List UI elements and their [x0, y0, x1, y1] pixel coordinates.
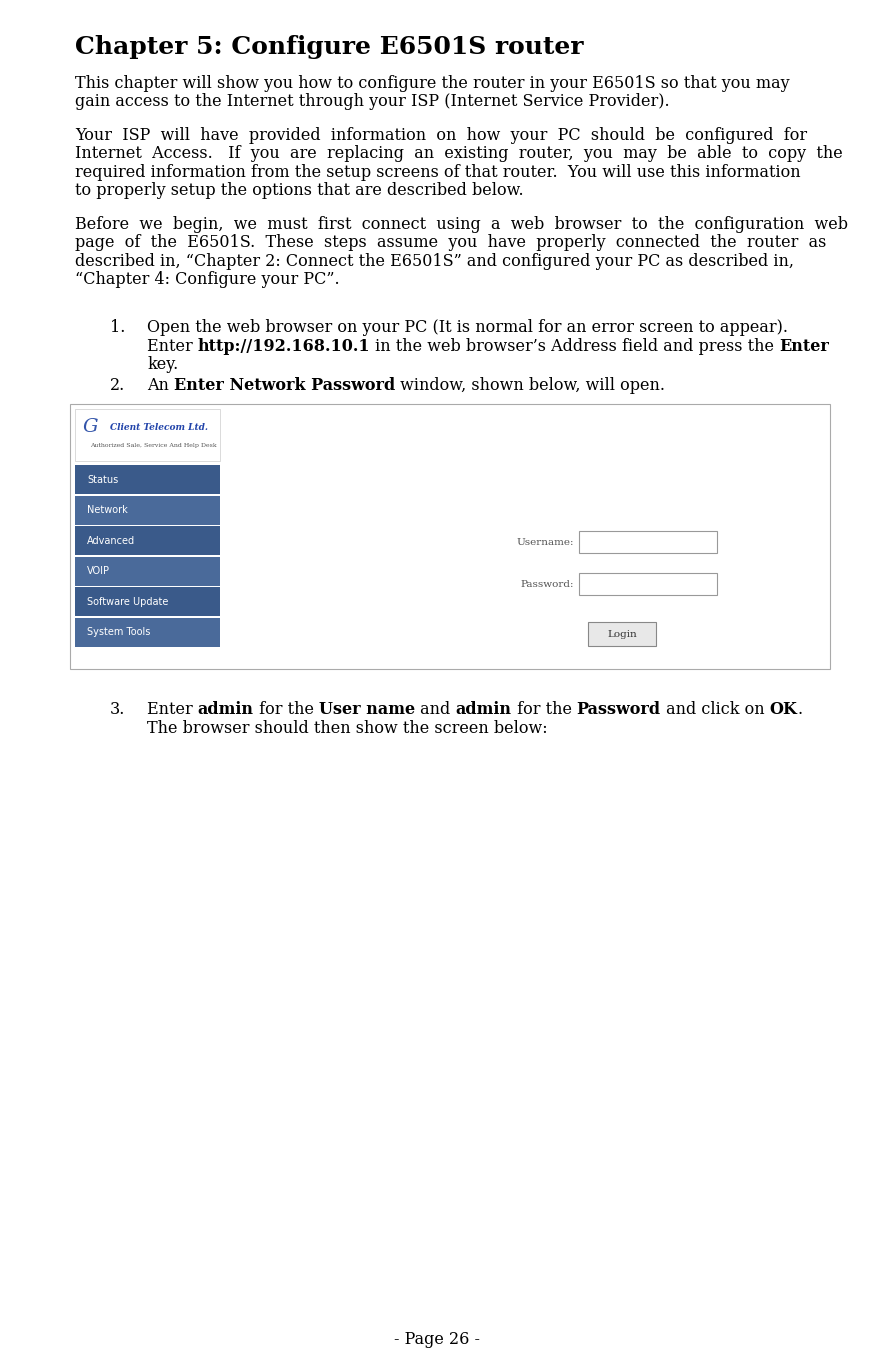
Text: to properly setup the options that are described below.: to properly setup the options that are d… [75, 182, 523, 199]
Text: Password: Password [577, 701, 661, 719]
Text: Advanced: Advanced [87, 536, 135, 546]
Text: “Chapter 4: Configure your PC”.: “Chapter 4: Configure your PC”. [75, 271, 340, 287]
Bar [75, 618, 220, 647]
Text: Login: Login [607, 629, 637, 639]
Bar [75, 557, 220, 586]
Text: 2.: 2. [110, 377, 125, 393]
Text: 3.: 3. [110, 701, 125, 719]
Bar [75, 465, 220, 495]
Text: .: . [797, 701, 802, 719]
Text: Open the web browser on your PC (It is normal for an error screen to appear).: Open the web browser on your PC (It is n… [147, 319, 788, 336]
Text: - Page 26 -: - Page 26 - [395, 1332, 480, 1348]
Bar [70, 404, 830, 670]
Bar [75, 410, 220, 461]
Text: Your  ISP  will  have  provided  information  on  how  your  PC  should  be  con: Your ISP will have provided information … [75, 127, 807, 144]
Text: Enter: Enter [780, 338, 830, 355]
Text: OK: OK [769, 701, 797, 719]
Text: Client Telecom Ltd.: Client Telecom Ltd. [110, 423, 208, 431]
Text: Software Update: Software Update [87, 597, 168, 606]
Text: admin: admin [456, 701, 512, 719]
Text: G: G [82, 418, 98, 437]
Text: Network: Network [87, 506, 128, 515]
Text: Internet  Access.   If  you  are  replacing  an  existing  router,  you  may  be: Internet Access. If you are replacing an… [75, 145, 843, 163]
Text: and: and [415, 701, 456, 719]
Bar [579, 532, 717, 553]
Bar [75, 526, 220, 556]
Text: Enter: Enter [147, 338, 198, 355]
Bar [75, 587, 220, 616]
Bar [579, 574, 717, 595]
Text: This chapter will show you how to configure the router in your E6501S so that yo: This chapter will show you how to config… [75, 75, 789, 92]
Text: Enter Network Password: Enter Network Password [174, 377, 396, 393]
Text: Username:: Username: [517, 537, 574, 546]
Text: window, shown below, will open.: window, shown below, will open. [396, 377, 665, 393]
Text: Status: Status [87, 475, 118, 485]
Text: and click on: and click on [661, 701, 769, 719]
Text: 1.: 1. [110, 319, 125, 336]
Text: for the: for the [512, 701, 577, 719]
Text: required information from the setup screens of that router.  You will use this i: required information from the setup scre… [75, 164, 801, 180]
Text: System Tools: System Tools [87, 628, 150, 637]
Text: An: An [147, 377, 174, 393]
Text: in the web browser’s Address field and press the: in the web browser’s Address field and p… [370, 338, 780, 355]
Text: The browser should then show the screen below:: The browser should then show the screen … [147, 720, 548, 736]
Text: page  of  the  E6501S.  These  steps  assume  you  have  properly  connected  th: page of the E6501S. These steps assume y… [75, 235, 826, 251]
Text: VOIP: VOIP [87, 567, 110, 576]
Text: described in, “Chapter 2: Connect the E6501S” and configured your PC as describe: described in, “Chapter 2: Connect the E6… [75, 252, 794, 270]
Text: Enter: Enter [147, 701, 198, 719]
Bar [75, 496, 220, 525]
Text: User name: User name [319, 701, 415, 719]
Text: admin: admin [198, 701, 254, 719]
Text: gain access to the Internet through your ISP (Internet Service Provider).: gain access to the Internet through your… [75, 94, 669, 110]
Text: http://192.168.10.1: http://192.168.10.1 [198, 338, 370, 355]
Text: Password:: Password: [521, 579, 574, 589]
Text: for the: for the [254, 701, 319, 719]
Text: Chapter 5: Configure E6501S router: Chapter 5: Configure E6501S router [75, 35, 584, 60]
Text: key.: key. [147, 357, 178, 373]
Text: Authorized Sale, Service And Help Desk: Authorized Sale, Service And Help Desk [90, 443, 217, 447]
Text: Before  we  begin,  we  must  first  connect  using  a  web  browser  to  the  c: Before we begin, we must first connect u… [75, 216, 848, 233]
Bar [588, 622, 656, 645]
